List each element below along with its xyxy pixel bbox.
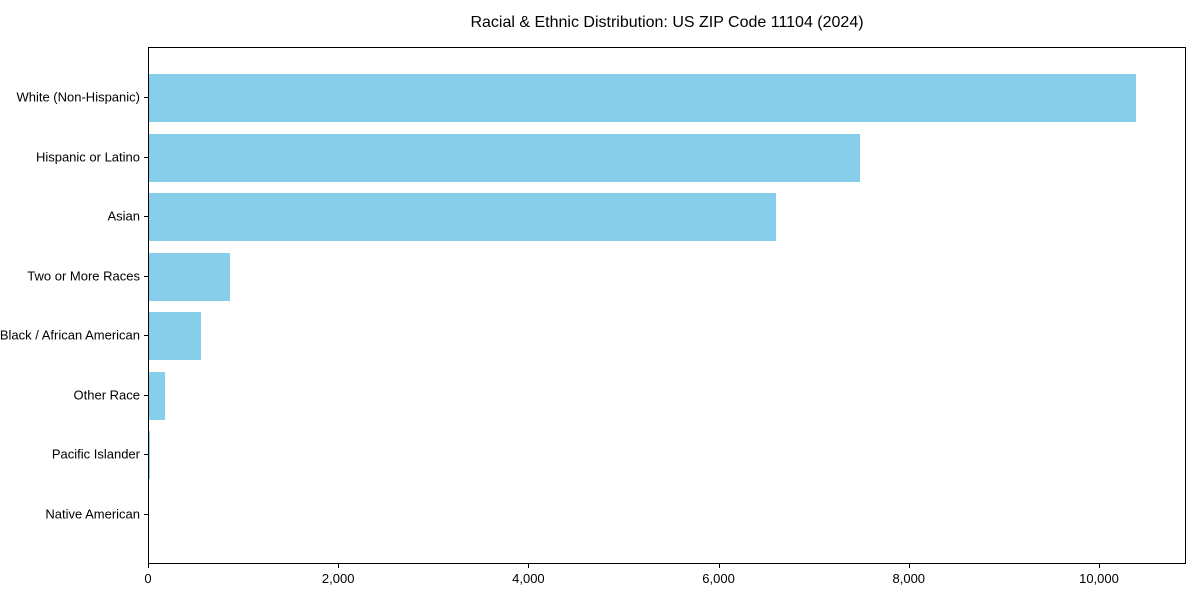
y-tick-mark bbox=[144, 514, 148, 515]
x-tick-label-4000: 4,000 bbox=[512, 571, 545, 586]
x-tick-mark bbox=[908, 564, 910, 568]
bar-black-african-american bbox=[149, 312, 201, 361]
chart-title: Racial & Ethnic Distribution: US ZIP Cod… bbox=[470, 14, 864, 31]
x-tick-mark bbox=[338, 564, 340, 568]
y-tick-label-hispanic-or-latino: Hispanic or Latino bbox=[35, 149, 140, 165]
y-tick-label-pacific-islander: Pacific Islander bbox=[51, 446, 140, 462]
x-tick-label-10000: 10,000 bbox=[1079, 571, 1119, 586]
x-tick-mark bbox=[1098, 564, 1100, 568]
x-tick-mark bbox=[148, 564, 149, 568]
y-tick-label-two-or-more-races: Two or More Races bbox=[27, 268, 140, 284]
y-tick-mark bbox=[144, 156, 148, 158]
x-tick-label-6000: 6,000 bbox=[702, 571, 735, 586]
x-tick-mark bbox=[718, 564, 720, 568]
y-tick-label-other-race: Other Race bbox=[73, 387, 140, 403]
plot-area bbox=[148, 47, 1186, 564]
y-tick-mark bbox=[144, 335, 148, 337]
y-tick-mark bbox=[144, 97, 148, 98]
y-tick-mark bbox=[144, 394, 148, 396]
y-tick-label-black-african-american: Black / African American bbox=[0, 327, 140, 343]
bar-asian bbox=[149, 193, 776, 242]
y-tick-label-asian: Asian bbox=[107, 208, 140, 224]
bar-other-race bbox=[149, 371, 165, 420]
x-tick-mark bbox=[528, 564, 530, 568]
bar-white-non-hispanic bbox=[149, 74, 1137, 122]
bar-two-or-more-races bbox=[149, 252, 231, 301]
x-tick-label-8000: 8,000 bbox=[892, 571, 926, 586]
y-tick-mark bbox=[144, 216, 148, 218]
y-tick-label-white-non-hispanic: White (Non-Hispanic) bbox=[16, 89, 140, 105]
y-tick-mark bbox=[144, 275, 148, 277]
bar-hispanic-or-latino bbox=[149, 133, 860, 182]
y-tick-label-native-american: Native American bbox=[45, 506, 140, 522]
y-tick-mark bbox=[144, 454, 148, 456]
x-tick-label-2000: 2,000 bbox=[321, 571, 355, 586]
x-tick-label-0: 0 bbox=[144, 571, 152, 586]
